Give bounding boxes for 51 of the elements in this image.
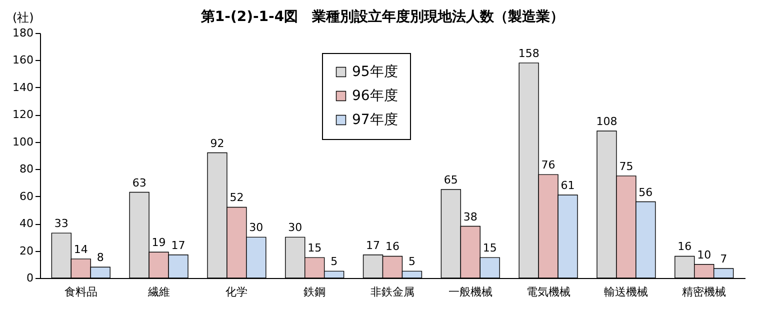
data-label: 16 [678,240,692,254]
y-tick-label: 80 [20,162,34,176]
data-label: 19 [152,236,166,250]
data-label: 38 [463,210,478,224]
data-label: 56 [638,186,653,199]
data-label: 65 [444,174,458,187]
y-tick-label: 120 [12,108,34,122]
data-label: 17 [366,238,380,252]
y-tick-label: 20 [20,244,34,258]
chart-title: 第1-(2)-1-4図 業種別設立年度別現地法人数（製造業） [200,8,564,25]
data-label: 15 [482,242,497,255]
y-tick-label: 160 [12,54,34,67]
y-tick-label: 180 [12,26,34,40]
legend-label: 96年度 [352,88,398,104]
y-tick-label: 0 [26,272,34,284]
data-label: 52 [230,191,244,204]
data-label: 76 [541,158,556,172]
data-label: 10 [697,248,712,262]
data-label: 16 [386,240,400,254]
x-tick-label: 化学 [226,286,248,298]
x-tick-label: 精密機械 [682,286,726,298]
y-axis-title: (社) [12,10,34,24]
data-label: 108 [596,115,618,128]
x-tick-label: 繊維 [146,286,170,298]
data-label: 75 [619,160,634,173]
data-label: 30 [249,221,264,234]
data-label: 17 [171,238,186,252]
data-label: 61 [560,178,575,192]
x-tick-label: 食料品 [64,286,98,298]
data-label: 7 [720,252,728,266]
data-label: 63 [132,176,146,190]
legend-label: 95年度 [352,64,398,80]
legend-label: 97年度 [352,112,398,128]
y-tick-label: 140 [12,80,34,94]
x-tick-label: 非鉄金属 [370,286,414,298]
data-label: 33 [54,217,68,230]
data-label: 158 [518,46,540,60]
data-label: 5 [330,255,338,268]
data-label: 92 [210,136,224,150]
x-tick-label: 電気機械 [526,286,570,298]
data-label: 15 [308,242,322,255]
y-tick-label: 40 [20,217,34,230]
data-label: 14 [74,242,88,256]
x-tick-label: 輸送機械 [604,286,648,298]
x-tick-label: 鉄鋼 [304,286,326,298]
y-tick-label: 100 [12,135,34,148]
data-label: 8 [96,251,104,264]
data-label: 30 [288,221,302,234]
y-tick-label: 60 [20,190,34,203]
data-label: 5 [408,255,416,268]
x-tick-label: 一般機械 [448,286,492,298]
